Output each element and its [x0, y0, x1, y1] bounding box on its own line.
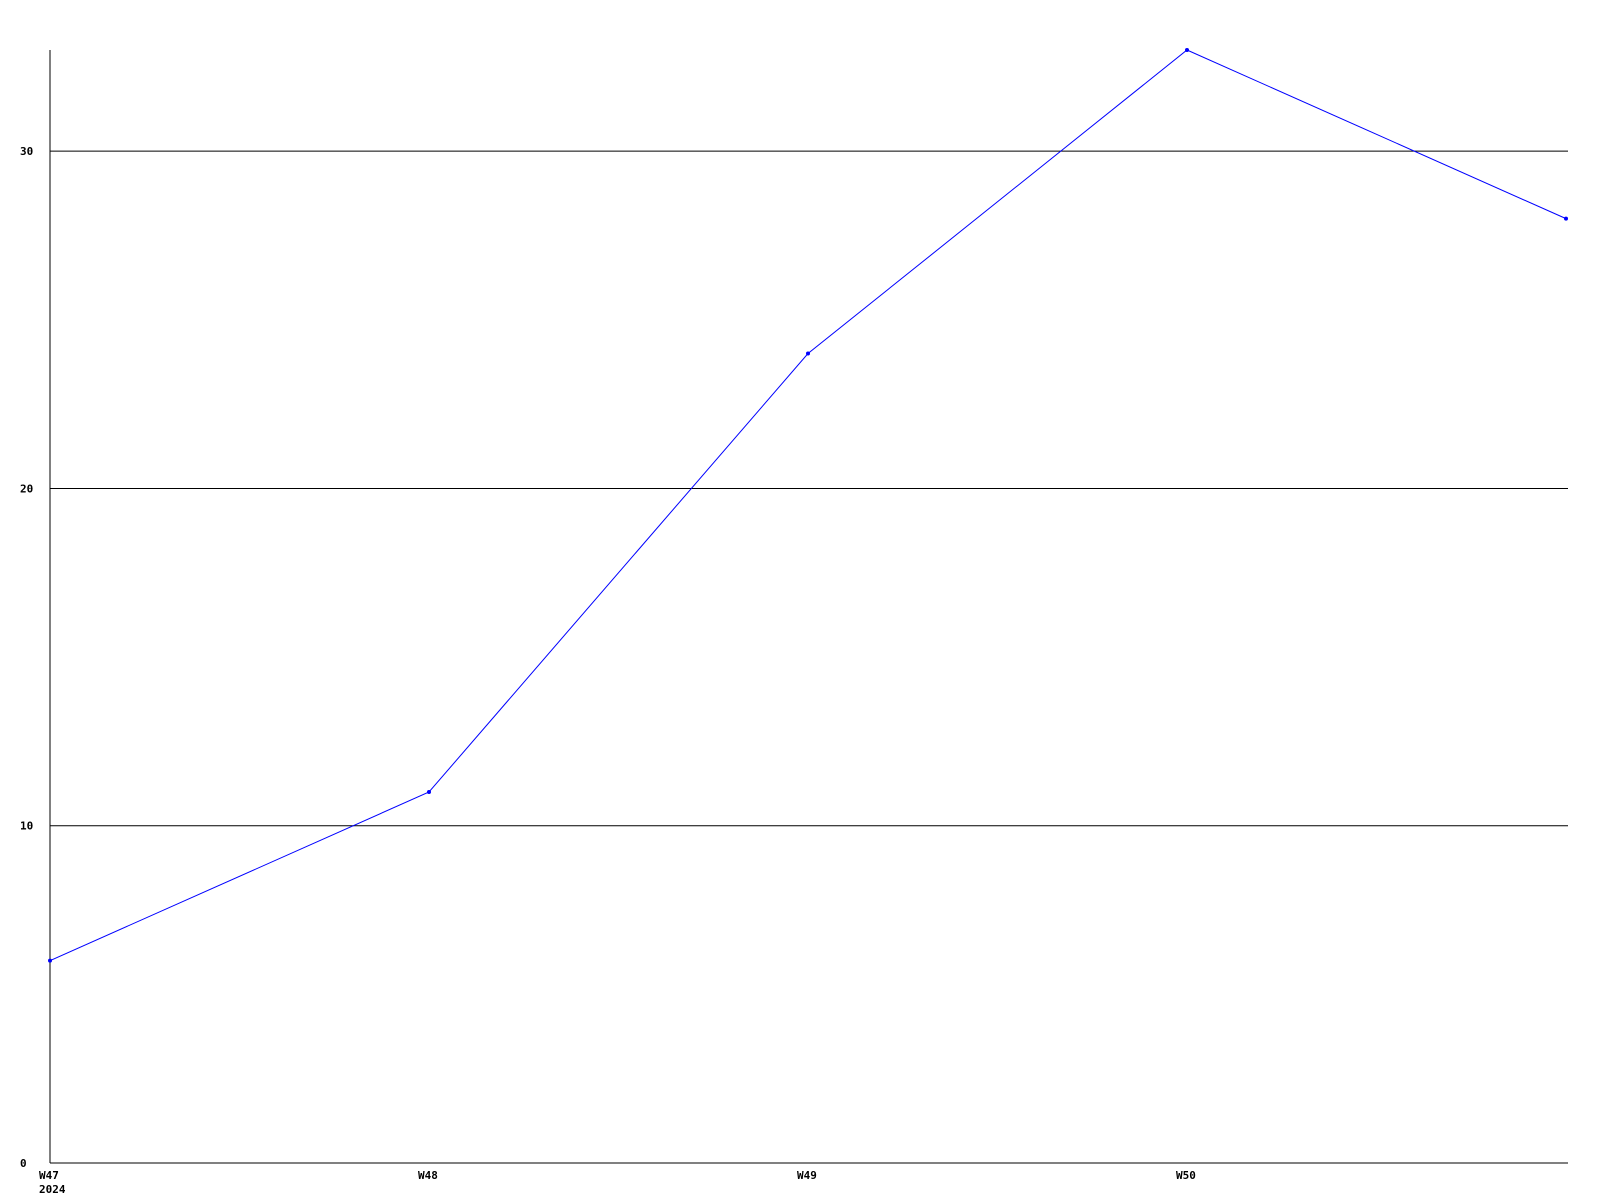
- x-year-label: 2024: [39, 1183, 66, 1196]
- y-tick-label: 30: [20, 145, 33, 158]
- x-tick-label: W48: [418, 1169, 438, 1182]
- data-point: [1564, 216, 1568, 221]
- y-tick-label: 20: [20, 482, 33, 495]
- series-line: [50, 49, 1567, 962]
- data-point: [48, 958, 52, 963]
- data-point: [427, 790, 431, 794]
- data-point: [806, 351, 810, 356]
- x-tick-label: W47: [39, 1169, 59, 1182]
- y-tick-label: 0: [20, 1157, 27, 1170]
- x-tick-label: W50: [1176, 1169, 1196, 1182]
- x-tick-label: W49: [797, 1169, 817, 1182]
- y-tick-label: 10: [20, 820, 33, 833]
- data-point: [1185, 48, 1189, 52]
